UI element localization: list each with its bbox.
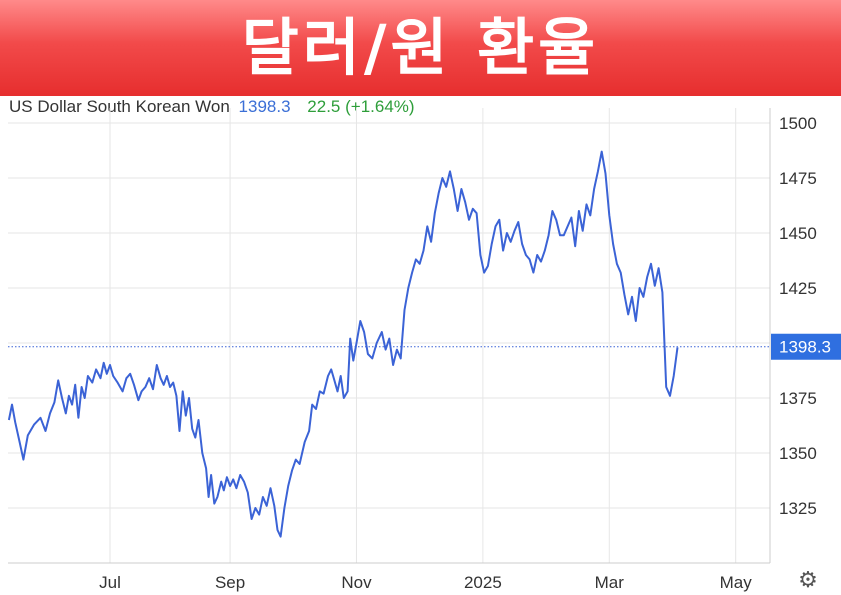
banner-title: 달러/원 환율 xyxy=(241,11,600,84)
instrument-name: US Dollar South Korean Won xyxy=(9,97,230,116)
last-value-badge xyxy=(771,333,841,360)
instrument-change: 22.5 (+1.64%) xyxy=(307,97,414,116)
grid-lines xyxy=(8,108,770,563)
x-tick-label-nov: Nov xyxy=(341,573,372,592)
x-tick-label-2025: 2025 xyxy=(464,573,502,592)
y-tick-label-1375: 1375 xyxy=(779,389,817,408)
change-value: 22.5 xyxy=(307,97,341,116)
series-group xyxy=(7,150,679,538)
y-axis: 1325 1350 1375 1425 1450 1475 1500 xyxy=(769,108,817,563)
last-value-label: 1398.3 xyxy=(779,338,831,357)
x-tick-label-mar: Mar xyxy=(595,573,625,592)
x-axis: Jul Sep Nov 2025 Mar May xyxy=(8,562,770,592)
last-value-marker: 1398.3 xyxy=(8,333,841,360)
title-banner: 달러/원 환율 xyxy=(0,0,841,96)
instrument-price: 1398.3 xyxy=(238,97,291,116)
x-tick-label-jul: Jul xyxy=(99,573,121,592)
y-tick-label-1350: 1350 xyxy=(779,444,817,463)
quote-line: US Dollar South Korean Won 1398.3 22.5 (… xyxy=(9,97,415,117)
gear-icon[interactable]: ⚙ xyxy=(798,568,818,593)
change-percent: (+1.64%) xyxy=(345,97,415,116)
y-tick-label-1500: 1500 xyxy=(779,114,817,133)
series-line-0 xyxy=(7,150,679,538)
y-tick-label-1475: 1475 xyxy=(779,169,817,188)
y-tick-label-1425: 1425 xyxy=(779,279,817,298)
x-tick-label-may: May xyxy=(720,573,753,592)
x-tick-label-sep: Sep xyxy=(215,573,245,592)
y-tick-label-1450: 1450 xyxy=(779,224,817,243)
y-tick-label-1325: 1325 xyxy=(779,499,817,518)
